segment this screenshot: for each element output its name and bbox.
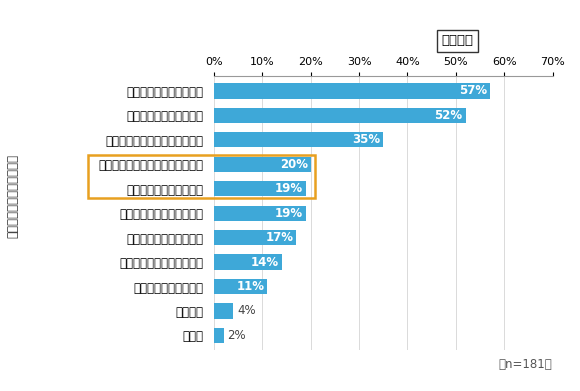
Text: 19%: 19% bbox=[275, 182, 303, 195]
Text: 11%: 11% bbox=[236, 280, 264, 293]
Bar bbox=[214, 255, 282, 270]
Text: （n=181）: （n=181） bbox=[499, 358, 553, 371]
Text: 14%: 14% bbox=[251, 256, 279, 269]
Text: 19%: 19% bbox=[275, 207, 303, 220]
Bar bbox=[214, 181, 306, 196]
Text: 57%: 57% bbox=[459, 84, 487, 97]
Bar bbox=[214, 83, 490, 99]
Bar bbox=[214, 279, 267, 294]
Text: 複数回答: 複数回答 bbox=[442, 34, 474, 47]
Bar bbox=[214, 328, 223, 343]
Bar bbox=[214, 206, 306, 221]
Text: ステークホルダーへの影音: ステークホルダーへの影音 bbox=[6, 154, 19, 237]
Text: 2%: 2% bbox=[227, 329, 246, 342]
Bar bbox=[88, 155, 316, 198]
Bar bbox=[214, 108, 466, 123]
Bar bbox=[214, 157, 311, 172]
Text: 17%: 17% bbox=[265, 231, 293, 244]
Text: 4%: 4% bbox=[237, 305, 256, 317]
Text: 20%: 20% bbox=[280, 158, 308, 171]
Text: 35%: 35% bbox=[352, 133, 380, 146]
Text: 52%: 52% bbox=[434, 109, 463, 122]
Bar bbox=[214, 303, 233, 319]
Bar bbox=[214, 230, 296, 245]
Bar bbox=[214, 132, 383, 147]
